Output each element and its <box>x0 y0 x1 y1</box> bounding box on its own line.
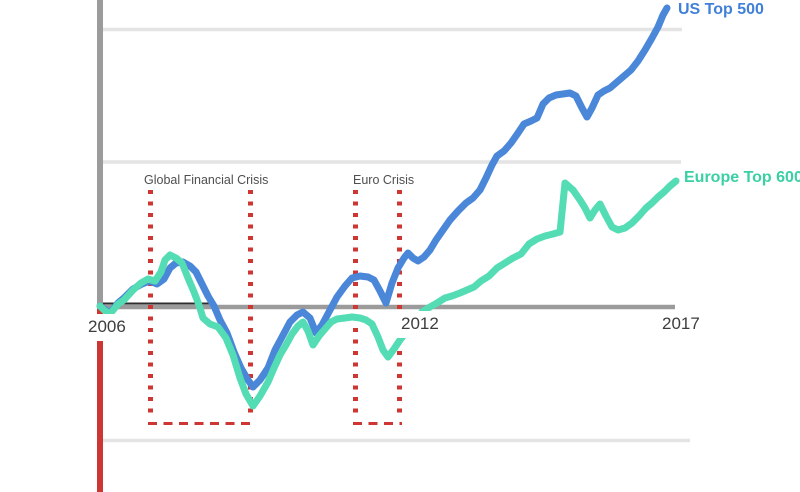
series-label-europe-top-600: Europe Top 600 <box>684 169 800 186</box>
x-tick-label-2017: 2017 <box>655 311 707 338</box>
annotation-euro-crisis-label: Euro Crisis <box>347 171 421 190</box>
series-line-us-top-500 <box>96 4 671 391</box>
annotation-gfc-label: Global Financial Crisis <box>138 171 275 190</box>
series-label-us-top-500: US Top 500 <box>678 1 764 18</box>
x-tick-label-2012: 2012 <box>396 311 444 338</box>
series-line-europe-top-600 <box>96 177 680 410</box>
x-tick-label-2006: 2006 <box>78 314 136 341</box>
